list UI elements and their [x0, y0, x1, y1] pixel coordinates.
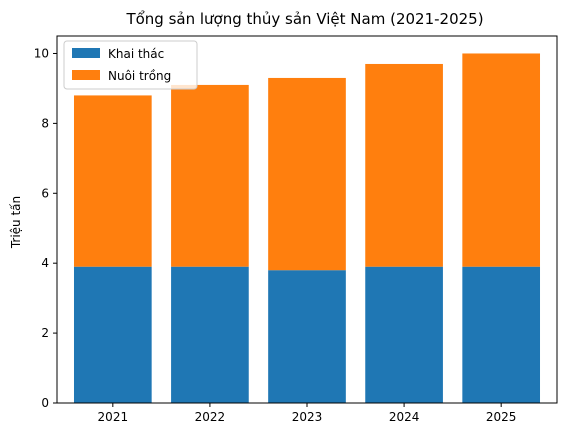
x-tick-label: 2021: [98, 410, 129, 424]
legend: Khai thác Nuôi trồng: [63, 40, 198, 90]
bar-nuoi-trong-2022: [171, 84, 249, 267]
y-tick-label: 8: [41, 116, 49, 130]
bar-khai-thac-2021: [73, 266, 152, 403]
x-tick-label: 2023: [292, 410, 323, 424]
bar-khai-thac-2023: [268, 270, 346, 403]
bar-khai-thac-2024: [365, 266, 443, 403]
x-tick-label: 2024: [389, 410, 420, 424]
y-tick-label: 6: [41, 186, 49, 200]
x-tick-label: 2025: [486, 410, 517, 424]
y-tick-label: 4: [41, 256, 49, 270]
bar-khai-thac-2025: [462, 266, 541, 403]
bar-nuoi-trong-2024: [365, 63, 443, 267]
y-tick-label: 2: [41, 326, 49, 340]
bar-khai-thac-2022: [171, 266, 249, 403]
bars-layer: [73, 53, 541, 403]
y-tick-label: 10: [34, 46, 49, 60]
bar-nuoi-trong-2025: [462, 53, 541, 267]
bar-nuoi-trong-2023: [268, 77, 346, 271]
axes-layer: 0 2 4 6 8 10 2021 2022 2023 2024 2025: [34, 35, 558, 424]
bar-nuoi-trong-2021: [73, 95, 152, 267]
legend-label: Nuôi trồng: [108, 69, 171, 83]
legend-swatch: [72, 70, 100, 80]
legend-label: Khai thác: [108, 47, 164, 61]
chart-title: Tổng sản lượng thủy sản Việt Nam (2021-2…: [125, 10, 483, 28]
x-tick-label: 2022: [195, 410, 226, 424]
y-axis-label: Triệu tấn: [9, 196, 23, 249]
y-tick-label: 0: [41, 396, 49, 410]
legend-swatch: [72, 48, 100, 58]
